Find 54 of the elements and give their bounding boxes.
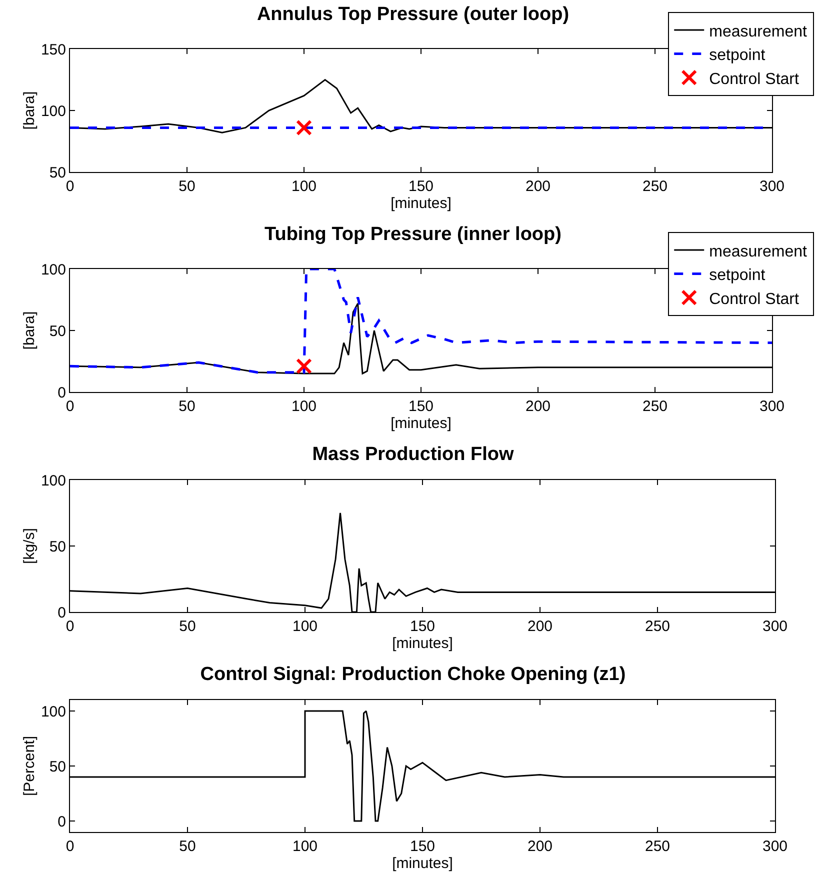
x-tick-label: 300 — [762, 838, 788, 855]
x-tick-label: 100 — [292, 838, 318, 855]
x-tick-label: 250 — [642, 178, 668, 195]
x-tick-label: 150 — [408, 398, 434, 415]
y-tick-label: 0 — [58, 813, 66, 830]
x-tick-label: 250 — [644, 618, 670, 635]
x-axis-title: [minutes] — [390, 195, 452, 212]
x-tick-label: 100 — [292, 618, 318, 635]
x-tick-label: 50 — [179, 838, 196, 855]
y-tick-label: 0 — [58, 604, 66, 622]
x-tick-label: 150 — [408, 178, 434, 195]
y-tick-label: 100 — [40, 261, 66, 278]
y-axis-title: [bara] — [21, 91, 38, 130]
x-tick-label: 200 — [525, 178, 551, 195]
y-tick-label: 50 — [49, 538, 66, 556]
y-axis-title: [bara] — [21, 311, 38, 350]
x-tick-label: 250 — [644, 838, 670, 855]
y-axis-title: [kg/s] — [21, 528, 38, 564]
legend-label: setpoint — [709, 47, 766, 64]
legend-label: measurement — [709, 243, 808, 260]
y-tick-label: 150 — [40, 41, 66, 58]
legend-label: Control Start — [709, 70, 800, 88]
y-tick-label: 100 — [40, 472, 66, 490]
chart-title: Tubing Top Pressure (inner loop) — [264, 224, 562, 245]
x-tick-label: 50 — [179, 618, 196, 635]
x-tick-label: 200 — [525, 398, 551, 415]
x-axis-title: [minutes] — [392, 855, 453, 872]
x-tick-label: 50 — [178, 398, 196, 415]
y-tick-label: 0 — [58, 384, 66, 402]
legend-label: measurement — [709, 23, 808, 40]
x-tick-label: 100 — [291, 178, 317, 195]
chart-title: Control Signal: Production Choke Opening (z1) — [200, 664, 626, 685]
x-tick-label: 200 — [527, 838, 553, 855]
x-axis-title: [minutes] — [390, 415, 452, 432]
x-tick-label: 300 — [759, 398, 785, 415]
x-tick-label: 300 — [759, 178, 785, 195]
chart-title: Mass Production Flow — [312, 444, 514, 465]
x-axis-title: [minutes] — [392, 635, 453, 652]
chart-title: Annulus Top Pressure (outer loop) — [256, 4, 570, 25]
y-tick-label: 50 — [49, 322, 66, 340]
x-tick-label: 300 — [762, 618, 788, 635]
legend-label: setpoint — [709, 267, 766, 284]
x-tick-label: 150 — [410, 838, 436, 855]
legend-label: Control Start — [709, 290, 800, 308]
y-axis-title: [Percent] — [21, 736, 38, 796]
x-tick-label: 250 — [642, 398, 668, 415]
y-tick-label: 100 — [40, 102, 66, 120]
x-tick-label: 100 — [291, 398, 317, 415]
y-tick-label: 50 — [49, 164, 66, 182]
y-tick-label: 100 — [40, 703, 66, 720]
x-tick-label: 150 — [410, 618, 436, 635]
y-tick-label: 50 — [49, 758, 66, 776]
x-tick-label: 200 — [527, 618, 553, 635]
x-tick-label: 50 — [178, 178, 196, 195]
